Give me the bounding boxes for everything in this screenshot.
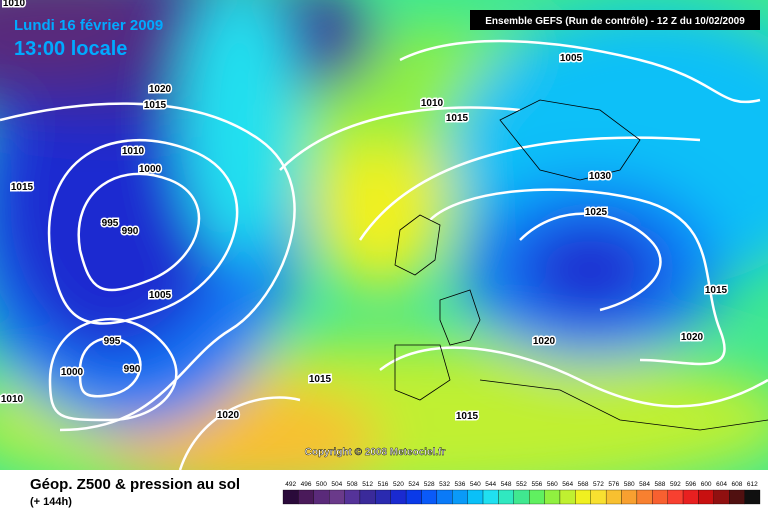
legend-label: 564 <box>562 481 573 488</box>
legend-label: 492 <box>285 481 296 488</box>
legend-label: 532 <box>439 481 450 488</box>
isobar-label: 1000 <box>61 367 84 378</box>
isobar-label: 990 <box>122 226 139 237</box>
legend-swatch <box>513 489 530 505</box>
legend-label: 588 <box>655 481 666 488</box>
isobar-label: 995 <box>104 336 121 347</box>
isobars <box>0 39 768 470</box>
footer-subtitle: (+ 144h) <box>30 496 72 508</box>
legend-swatch <box>729 489 745 505</box>
legend-label: 592 <box>670 481 681 488</box>
legend-label: 496 <box>301 481 312 488</box>
isobar-label: 1020 <box>217 410 240 421</box>
legend-label: 520 <box>393 481 404 488</box>
legend-label: 604 <box>716 481 727 488</box>
legend-swatch <box>375 489 391 505</box>
legend-swatch <box>452 489 468 505</box>
isobar-label: 1005 <box>560 53 583 64</box>
legend-swatch <box>636 489 653 505</box>
isobar-label: 1015 <box>11 182 34 193</box>
legend-label: 560 <box>547 481 558 488</box>
legend-swatch <box>344 489 361 505</box>
legend-label: 544 <box>485 481 496 488</box>
legend-swatch <box>282 489 299 505</box>
legend-swatch <box>575 489 591 505</box>
legend-label: 508 <box>347 481 358 488</box>
legend-label: 540 <box>470 481 481 488</box>
isobar-label: 1020 <box>533 336 556 347</box>
legend-swatch <box>621 489 638 505</box>
legend-label: 516 <box>378 481 389 488</box>
isobar-label: 1010 <box>3 0 26 9</box>
legend-label: 552 <box>516 481 527 488</box>
isobar-label: 1015 <box>144 100 167 111</box>
legend-label: 512 <box>362 481 373 488</box>
isobar-label: 1020 <box>149 84 172 95</box>
legend-label: 580 <box>624 481 635 488</box>
legend-swatch <box>482 489 499 505</box>
isobar-label: 995 <box>102 218 119 229</box>
isobar-label: 1020 <box>681 332 704 343</box>
legend-swatch <box>744 489 761 505</box>
legend-swatch <box>652 489 668 505</box>
field <box>0 0 768 470</box>
legend-label: 500 <box>316 481 327 488</box>
legend-label: 576 <box>608 481 619 488</box>
legend-label: 572 <box>593 481 604 488</box>
isobar-label: 1015 <box>456 411 479 422</box>
isobar-label: 1030 <box>589 171 612 182</box>
legend-swatch <box>698 489 714 505</box>
date-label: Lundi 16 février 2009 <box>14 17 163 34</box>
isobar-label: 1015 <box>309 374 332 385</box>
isobar-label: 1010 <box>1 394 24 405</box>
legend-swatch <box>436 489 453 505</box>
legend-swatch <box>590 489 607 505</box>
legend-swatch <box>359 489 376 505</box>
legend-label: 584 <box>639 481 650 488</box>
isobar-label: 1010 <box>122 146 145 157</box>
legend-swatch <box>329 489 345 505</box>
legend-swatch <box>529 489 545 505</box>
legend-swatch <box>405 489 422 505</box>
legend-swatch <box>298 489 314 505</box>
legend-swatch <box>605 489 622 505</box>
legend-label: 536 <box>455 481 466 488</box>
run-box <box>470 10 760 30</box>
time-label: 13:00 locale <box>14 38 127 60</box>
legend-label: 528 <box>424 481 435 488</box>
isobar-label: 1015 <box>446 113 469 124</box>
legend-swatch <box>544 489 561 505</box>
run-label: Ensemble GEFS (Run de contrôle) - 12 Z d… <box>485 16 745 27</box>
legend-label: 556 <box>531 481 542 488</box>
footer-title: Géop. Z500 & pression au sol <box>30 476 240 493</box>
legend-label: 548 <box>501 481 512 488</box>
legend-swatch <box>682 489 699 505</box>
legend-label: 612 <box>747 481 758 488</box>
legend-swatch <box>421 489 438 505</box>
legend-label: 608 <box>731 481 742 488</box>
copyright: Copyright © 2008 Meteociel.fr <box>305 447 446 458</box>
legend-swatch <box>667 489 684 505</box>
isobar-label: 1010 <box>421 98 444 109</box>
legend-swatch <box>313 489 330 505</box>
isobar-label: 990 <box>124 364 141 375</box>
legend-label: 504 <box>331 481 342 488</box>
legend-swatch <box>713 489 730 505</box>
legend-label: 600 <box>701 481 712 488</box>
isobar-label: 1015 <box>705 285 728 296</box>
coastlines <box>394 99 768 431</box>
isobar-label: 1025 <box>585 207 608 218</box>
isobar-label: 1005 <box>149 290 172 301</box>
legend-swatch <box>390 489 407 505</box>
legend-label: 596 <box>685 481 696 488</box>
legend-label: 568 <box>578 481 589 488</box>
isobar-label: 1000 <box>139 164 162 175</box>
legend-label: 524 <box>408 481 419 488</box>
legend-swatch <box>498 489 514 505</box>
legend-swatch <box>467 489 484 505</box>
legend-swatch <box>559 489 576 505</box>
